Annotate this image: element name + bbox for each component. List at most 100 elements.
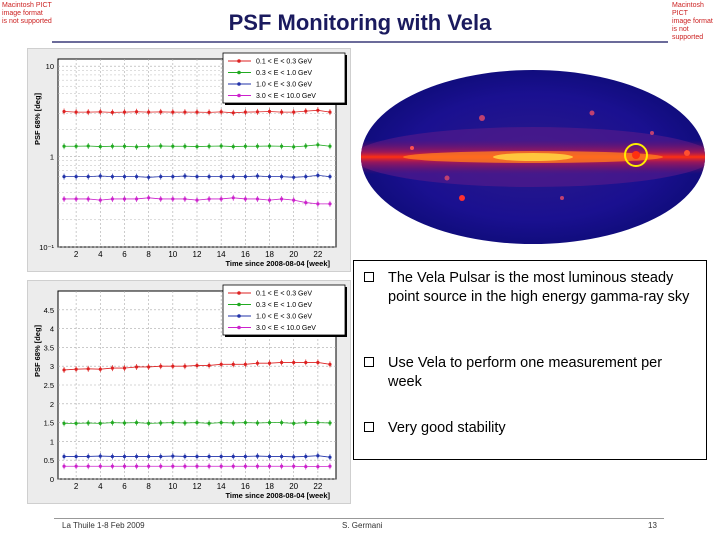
checkbox-bullet-icon xyxy=(364,422,374,432)
y-tick-label: 0.5 xyxy=(44,456,54,465)
data-point xyxy=(134,145,139,149)
data-point xyxy=(304,144,308,148)
x-tick-label: 2 xyxy=(74,482,79,491)
data-point xyxy=(183,464,187,468)
legend-marker xyxy=(237,325,241,330)
psf-plot-log-panel: 2 4 6 8 10 12 14 16 18 20 22 10⁻¹ 1 10 Time since 2008… xyxy=(27,48,351,272)
data-point xyxy=(195,110,199,114)
data-point xyxy=(122,110,127,114)
data-point xyxy=(255,361,260,365)
data-point xyxy=(219,454,223,459)
data-point xyxy=(183,364,187,368)
bullet-text: The Vela Pulsar is the most luminous ste… xyxy=(388,270,690,305)
legend-label: 1.0 < E < 3.0 GeV xyxy=(256,314,312,321)
data-point xyxy=(255,110,260,114)
data-point xyxy=(62,109,66,114)
data-point xyxy=(159,144,163,148)
data-point xyxy=(98,198,102,202)
data-point xyxy=(74,197,78,201)
bullet-text: Use Vela to perform one measurement per … xyxy=(388,355,663,390)
y-tick-label: 10 xyxy=(46,62,54,71)
pict-notice-line: image format xyxy=(672,18,713,25)
data-point xyxy=(110,110,114,115)
data-point xyxy=(304,454,308,459)
legend-label: 0.1 < E < 0.3 GeV xyxy=(256,291,312,298)
data-point xyxy=(195,198,199,202)
data-point xyxy=(147,175,151,179)
data-point xyxy=(86,175,90,179)
data-point xyxy=(159,110,163,114)
data-point xyxy=(219,175,223,179)
psf-plot-linear: 2 4 6 8 10 12 14 16 18 20 22 0 0.5 1 1.5 2 2.5 3 3.5 4 4.5 Ti… xyxy=(33,284,347,500)
bullet-text: Very good stability xyxy=(388,420,506,436)
data-point xyxy=(62,368,66,372)
data-point xyxy=(231,175,235,179)
data-point xyxy=(74,110,78,114)
checkbox-bullet-icon xyxy=(364,272,374,282)
data-point xyxy=(328,455,332,459)
data-point xyxy=(183,421,187,425)
data-point xyxy=(74,367,78,371)
x-axis-label: Time since 2008-08-04 [week] xyxy=(225,491,330,500)
data-point xyxy=(134,197,139,201)
footer-rule xyxy=(54,518,664,519)
data-point xyxy=(316,143,320,147)
data-point xyxy=(231,454,235,459)
data-point xyxy=(195,363,199,368)
data-point xyxy=(195,454,199,459)
legend-label: 3.0 < E < 10.0 GeV xyxy=(256,325,316,332)
data-point xyxy=(86,421,90,425)
x-tick-label: 6 xyxy=(122,250,127,259)
gamma-ray-sky-map xyxy=(352,58,714,258)
data-point xyxy=(183,454,187,459)
data-point xyxy=(147,365,151,369)
data-point xyxy=(280,175,284,179)
data-point xyxy=(267,464,272,468)
data-point xyxy=(219,362,223,366)
x-tick-label: 8 xyxy=(146,250,151,259)
data-point xyxy=(243,175,247,179)
data-point xyxy=(207,144,211,148)
data-point xyxy=(195,144,199,149)
legend-marker xyxy=(237,291,241,295)
data-point xyxy=(255,454,260,458)
data-point xyxy=(122,197,127,201)
data-point xyxy=(110,175,114,179)
x-tick-label: 10 xyxy=(168,482,177,491)
data-point xyxy=(243,362,247,366)
data-point xyxy=(267,144,272,148)
data-point xyxy=(207,110,211,115)
data-point xyxy=(74,464,78,468)
data-point xyxy=(110,454,114,459)
data-point xyxy=(231,196,235,200)
data-point xyxy=(243,144,247,148)
y-tick-label: 0 xyxy=(50,475,54,484)
data-point xyxy=(231,464,235,468)
data-point xyxy=(122,366,127,370)
data-point xyxy=(219,144,223,148)
data-point xyxy=(183,110,187,114)
data-point xyxy=(62,454,66,459)
data-point xyxy=(292,455,296,459)
data-point xyxy=(98,421,102,425)
x-axis-label: Time since 2008-08-04 [week] xyxy=(225,259,330,268)
data-point xyxy=(255,174,260,178)
sky-map-image xyxy=(361,70,705,244)
data-point xyxy=(243,454,247,459)
y-tick-label: 2 xyxy=(50,400,54,409)
data-point xyxy=(231,111,235,115)
data-point xyxy=(134,110,139,114)
data-point xyxy=(159,364,163,368)
data-point xyxy=(267,175,272,179)
data-point xyxy=(219,464,223,468)
data-point xyxy=(219,197,223,201)
data-point xyxy=(122,454,127,459)
data-point xyxy=(171,421,175,425)
x-tick-label: 4 xyxy=(98,250,103,259)
data-point xyxy=(328,202,332,206)
data-point xyxy=(159,197,163,201)
data-point xyxy=(328,464,332,468)
data-point xyxy=(207,454,211,459)
data-point xyxy=(292,175,296,179)
data-point xyxy=(62,144,66,148)
